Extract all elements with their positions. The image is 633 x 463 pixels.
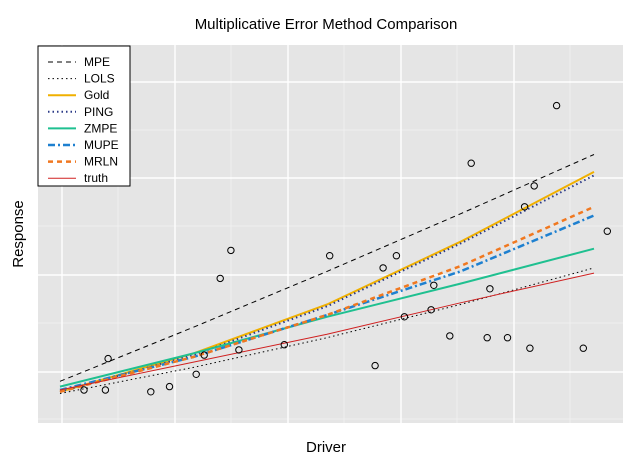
data-point-23 — [520, 203, 529, 211]
data-point-7 — [216, 274, 224, 283]
data-point-0 — [80, 386, 88, 394]
chart-title: Multiplicative Error Method Comparison — [195, 16, 458, 33]
series-line-ping — [59, 174, 595, 393]
plot-panel — [38, 45, 623, 423]
data-point-16 — [427, 306, 435, 314]
data-point-15 — [400, 313, 409, 321]
data-point-18 — [446, 332, 454, 340]
data-point-25 — [530, 182, 538, 190]
legend-label-mupe: MUPE — [84, 138, 119, 152]
legend: MPE LOLS Gold PING ZMPE MUPE MRLN truth — [37, 45, 131, 187]
data-point-4 — [165, 382, 174, 391]
data-point-26 — [552, 101, 561, 110]
data-point-28 — [603, 227, 611, 235]
data-point-10 — [280, 341, 288, 349]
data-point-13 — [379, 264, 387, 272]
legend-label-gold: Gold — [84, 88, 109, 102]
data-point-8 — [227, 246, 235, 255]
legend-label-truth: truth — [84, 171, 108, 185]
data-point-20 — [483, 334, 491, 342]
data-points — [80, 101, 611, 396]
series-line-mrln — [59, 205, 595, 394]
legend-label-ping: PING — [84, 105, 113, 119]
legend-label-lols: LOLS — [84, 72, 115, 86]
legend-box — [37, 45, 131, 187]
data-point-5 — [192, 370, 200, 378]
legend-label-zmpe: ZMPE — [84, 121, 117, 135]
legend-label-mpe: MPE — [84, 55, 110, 69]
data-point-17 — [430, 281, 438, 289]
data-point-3 — [147, 388, 155, 396]
x-axis-label: Driver — [306, 439, 346, 456]
data-point-27 — [579, 344, 587, 352]
data-point-11 — [326, 252, 334, 260]
series-lines — [59, 154, 595, 394]
series-line-mpe — [59, 154, 595, 382]
data-point-19 — [467, 159, 475, 167]
data-point-6 — [200, 351, 208, 359]
grid — [38, 45, 623, 423]
series-line-gold — [59, 171, 595, 393]
data-point-9 — [235, 346, 243, 354]
series-line-truth — [59, 272, 595, 391]
data-point-21 — [486, 285, 494, 293]
data-point-1 — [101, 386, 110, 394]
data-point-12 — [371, 361, 379, 370]
data-point-14 — [392, 252, 401, 260]
data-point-24 — [526, 344, 534, 352]
legend-label-mrln: MRLN — [84, 155, 118, 169]
y-axis-label: Response — [10, 200, 27, 268]
data-point-2 — [104, 354, 112, 363]
series-line-lols — [59, 267, 595, 394]
data-point-22 — [503, 334, 512, 342]
series-line-zmpe — [59, 247, 595, 388]
